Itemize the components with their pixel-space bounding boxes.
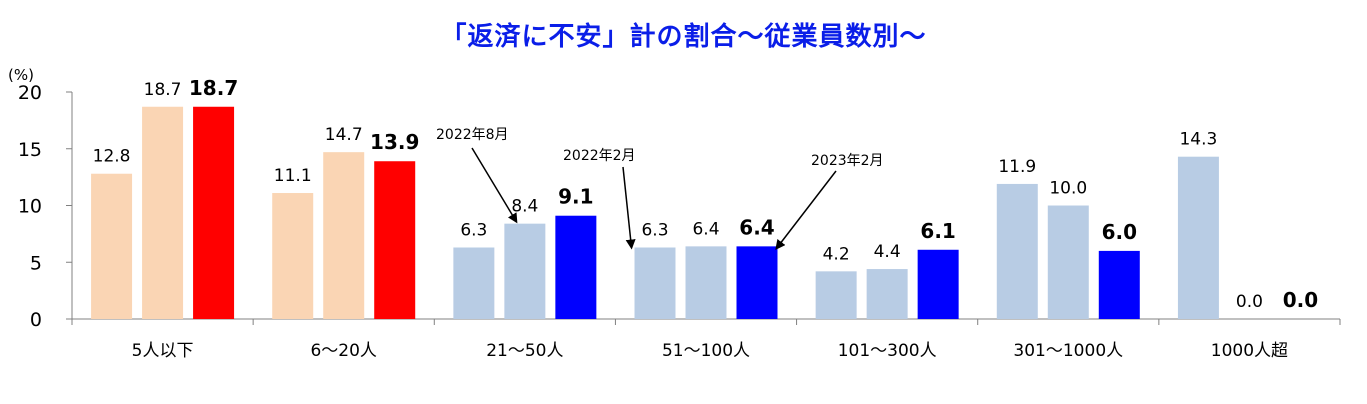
x-category-label: 1000人超	[1211, 341, 1288, 361]
bar	[736, 246, 778, 319]
bar	[815, 271, 857, 319]
data-label: 8.4	[511, 197, 538, 217]
y-tick-label: 5	[30, 252, 42, 274]
x-category-label: 101〜300人	[838, 341, 937, 361]
y-tick-label: 20	[18, 82, 42, 104]
bar	[1177, 156, 1219, 319]
y-tick-label: 15	[18, 139, 42, 161]
bar	[91, 173, 133, 319]
data-label: 14.3	[1179, 130, 1217, 150]
data-label: 18.7	[189, 76, 238, 100]
annotation-2022-08-arrow	[471, 147, 518, 224]
bar	[193, 106, 235, 319]
bar	[272, 193, 314, 319]
bar	[634, 247, 676, 319]
data-label: 4.4	[874, 242, 901, 262]
annotation-2023-02-arrow	[775, 170, 837, 250]
x-category-label: 21〜50人	[486, 341, 563, 361]
bar	[685, 246, 727, 319]
data-label: 14.7	[325, 125, 363, 145]
bar	[996, 183, 1038, 319]
x-category-label: 51〜100人	[662, 341, 750, 361]
x-category-label: 5人以下	[132, 341, 194, 361]
data-label: 11.9	[998, 157, 1036, 177]
data-label: 0.0	[1283, 288, 1318, 312]
chart-title: 「返済に不安」計の割合〜従業員数別〜	[440, 22, 927, 52]
annotations: 2022年8月 2022年2月 2023年2月	[436, 127, 884, 250]
data-label: 6.4	[739, 215, 774, 239]
y-tick-label: 0	[30, 309, 42, 331]
bar	[453, 247, 495, 319]
data-label: 10.0	[1049, 179, 1087, 199]
y-tick-label: 10	[18, 196, 42, 218]
annotation-2022-02-arrow	[622, 166, 636, 250]
data-label: 6.0	[1102, 220, 1137, 244]
annotation-2023-02-label: 2023年2月	[811, 153, 884, 169]
annotation-2022-02-label: 2022年2月	[563, 148, 636, 164]
bar	[504, 223, 546, 319]
bars	[91, 106, 1219, 319]
annotation-2022-08-label: 2022年8月	[436, 127, 509, 143]
bar	[866, 269, 908, 319]
data-label: 6.3	[460, 220, 487, 240]
data-label: 0.0	[1236, 292, 1263, 312]
bar	[323, 152, 365, 319]
bar	[917, 249, 959, 319]
data-label: 12.8	[93, 147, 131, 167]
data-label: 6.4	[692, 219, 719, 239]
x-category-label: 6〜20人	[310, 341, 376, 361]
x-category-label: 301〜1000人	[1013, 341, 1123, 361]
bar	[555, 215, 597, 319]
data-label: 4.2	[823, 244, 850, 264]
y-axis-unit-label: (%)	[8, 66, 34, 84]
bar	[1098, 250, 1140, 319]
data-label: 9.1	[558, 185, 593, 209]
data-label: 13.9	[370, 130, 419, 154]
data-label: 11.1	[274, 166, 312, 186]
bar	[1047, 205, 1089, 319]
data-label: 18.7	[144, 80, 182, 100]
data-labels: 12.8 18.7 18.7 5人以下 11.1 14.7 13.9 6〜20人 6.3 8.4 9…	[93, 76, 1319, 361]
bar	[142, 106, 184, 319]
data-label: 6.3	[641, 220, 668, 240]
bar	[374, 161, 416, 319]
data-label: 6.1	[920, 219, 955, 243]
